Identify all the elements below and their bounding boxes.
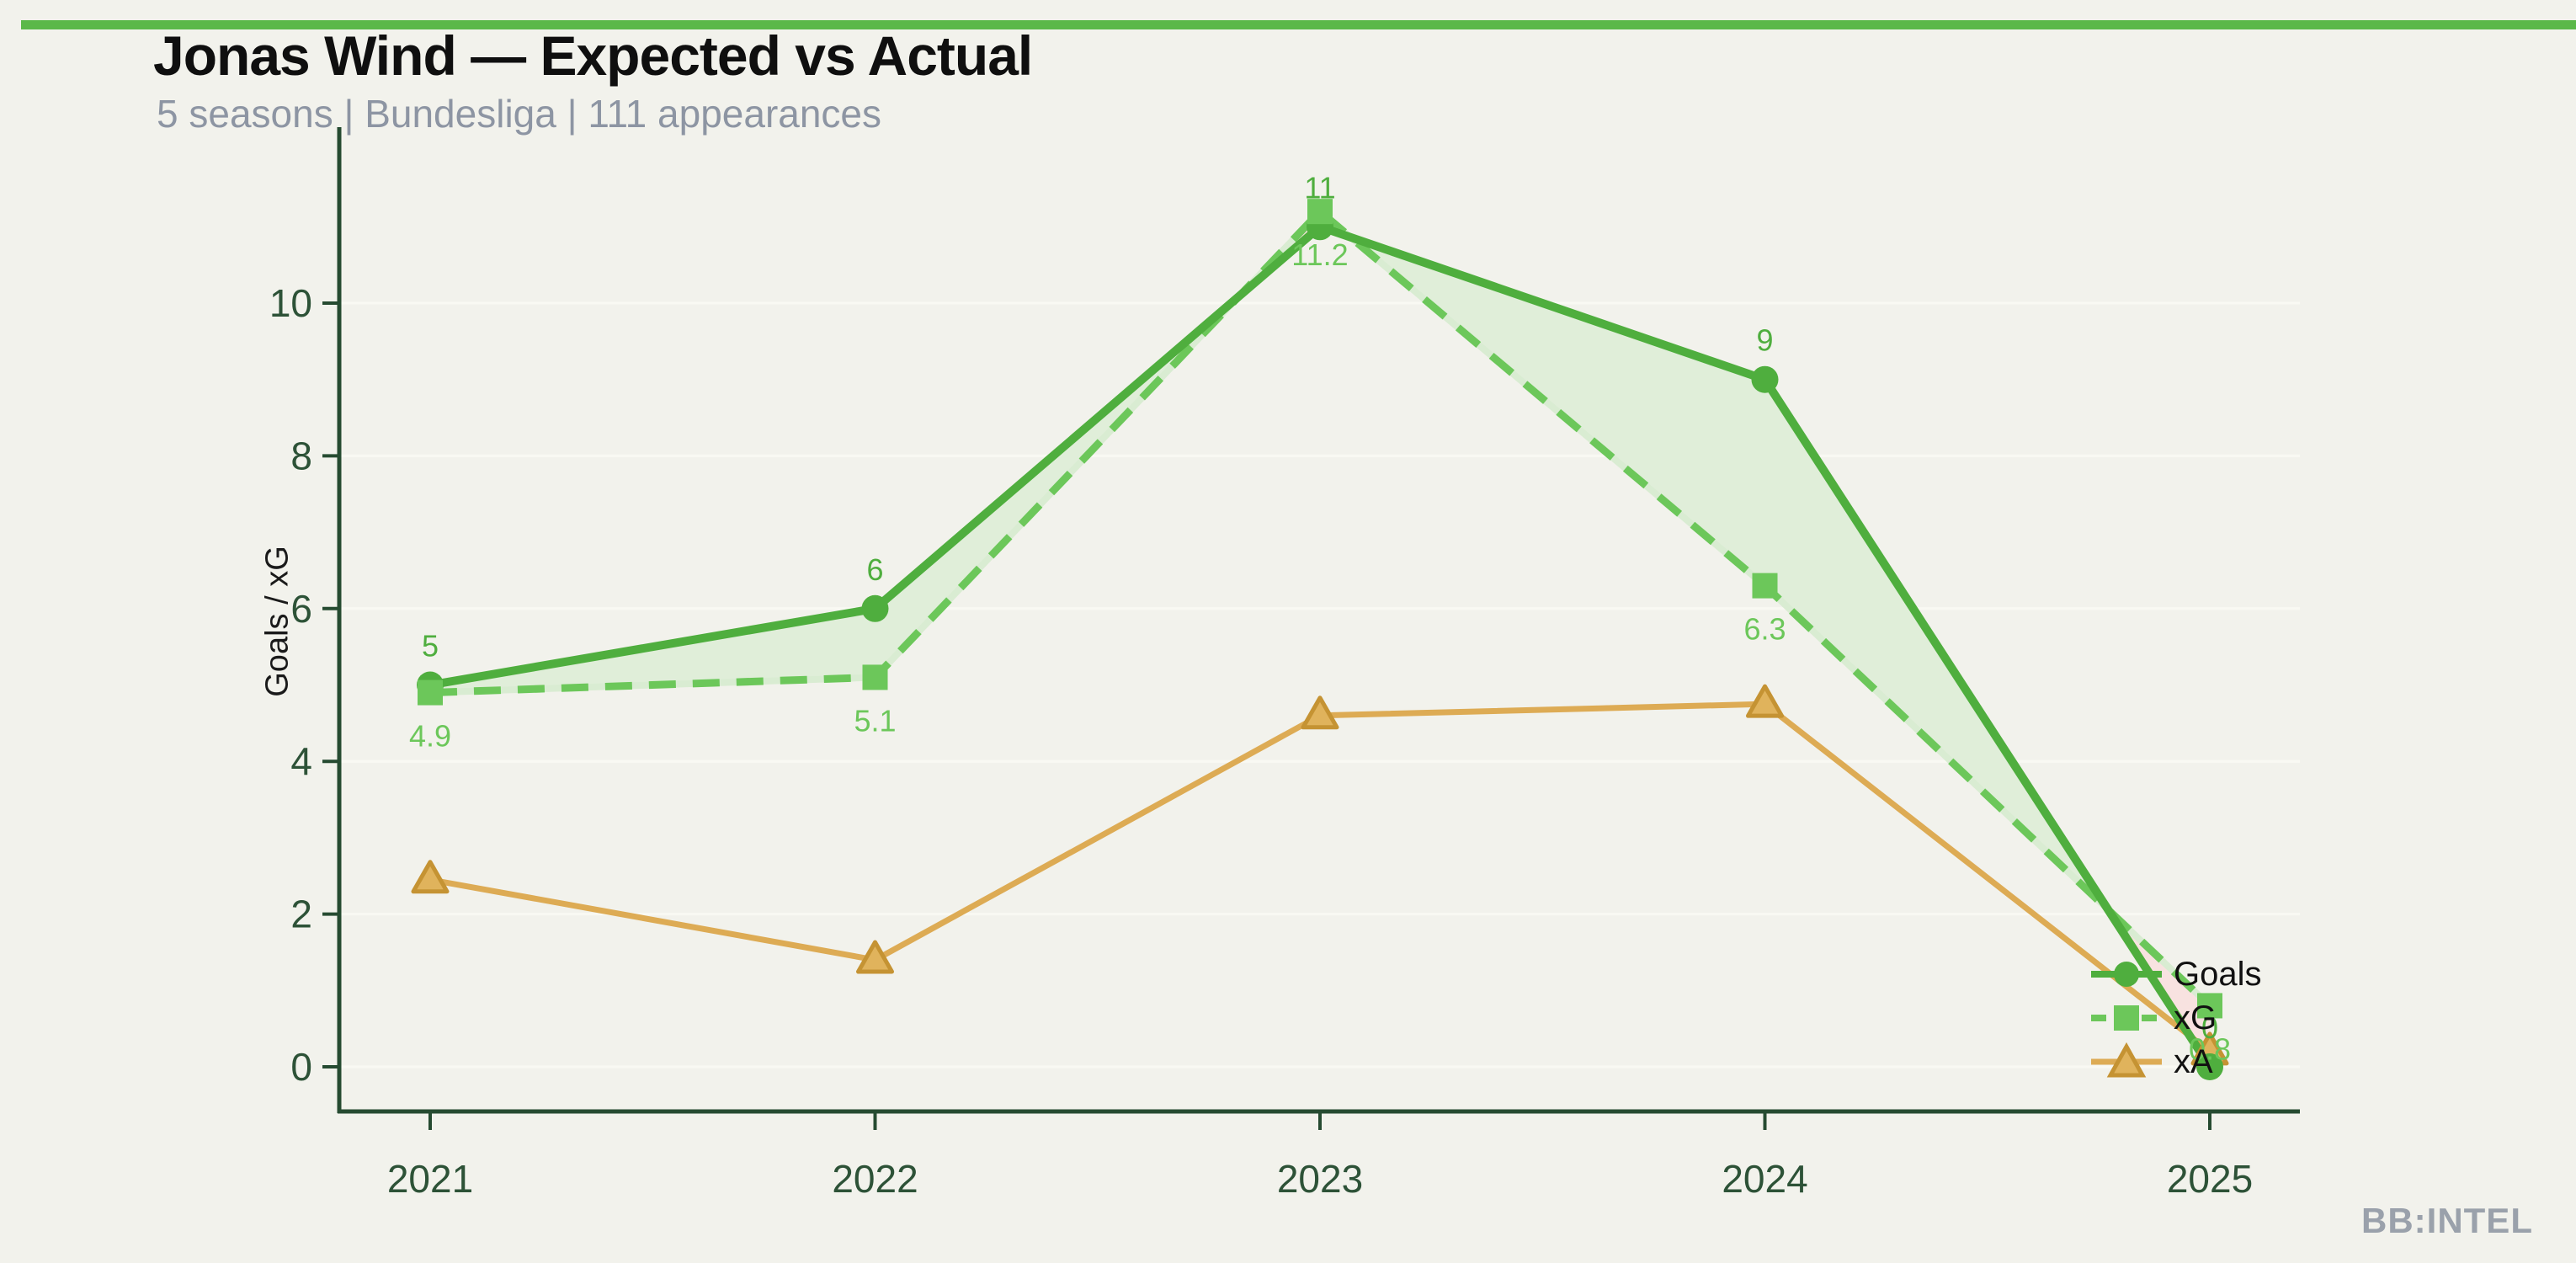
goals-marker [861,594,889,622]
xg-value-label: 6.3 [1743,612,1786,647]
xa-marker [856,940,894,974]
watermark: BB:INTEL [2361,1201,2533,1240]
xa-line-swatch [2091,1042,2162,1078]
y-tick-label: 4 [290,739,312,783]
page-title: Jonas Wind — Expected vs Actual [153,24,1033,87]
goals-value-label: 5 [422,629,439,663]
legend-label-xa: xA [2174,1042,2213,1080]
y-tick-label: 6 [290,587,312,631]
legend-label-goals: Goals [2174,955,2262,993]
chart-legend: Goals xG xA [2091,952,2262,1084]
legend-label-xg: xG [2174,999,2217,1037]
x-tick-label: 2021 [387,1157,473,1201]
goals-value-label: 11 [1304,170,1335,205]
y-axis-title: Goals / xG [259,546,295,697]
xg-marker [1307,199,1333,225]
xg-marker [1752,573,1778,599]
goals-marker [2196,1053,2223,1080]
y-tick-label: 8 [290,434,312,477]
xg-marker [418,679,443,706]
xg-value-label: 5.1 [854,703,896,738]
x-tick-label: 2025 [2167,1157,2253,1201]
goals-marker [1751,365,1779,393]
xg-value-label: 4.9 [409,719,451,754]
top-accent-bar [21,20,2576,29]
y-tick-label: 0 [290,1045,312,1089]
x-tick-label: 2024 [1722,1157,1807,1201]
y-tick-label: 2 [290,893,312,936]
legend-item-goals: Goals [2091,952,2262,996]
xa-marker [1301,695,1339,730]
x-tick-label: 2022 [832,1157,918,1201]
xg-value-label: 0.8 [2189,1031,2231,1066]
xg-marker [2197,993,2222,1019]
x-tick-label: 2023 [1277,1157,1363,1201]
xg-marker [862,664,888,690]
legend-item-xa: xA [2091,1040,2262,1084]
goals-value-label: 0 [2201,1010,2218,1045]
xa-marker [411,860,450,894]
goals-value-label: 6 [866,552,883,587]
goals-value-label: 9 [1756,323,1773,358]
xa-marker [1746,684,1784,718]
y-tick-label: 10 [269,281,312,325]
xg-value-label: 11.2 [1291,237,1348,272]
xg-line-swatch [2091,1005,2162,1031]
goals-line-swatch [2091,962,2162,987]
page-subtitle: 5 seasons | Bundesliga | 111 appearances [157,92,882,136]
legend-item-xg: xG [2091,996,2262,1040]
